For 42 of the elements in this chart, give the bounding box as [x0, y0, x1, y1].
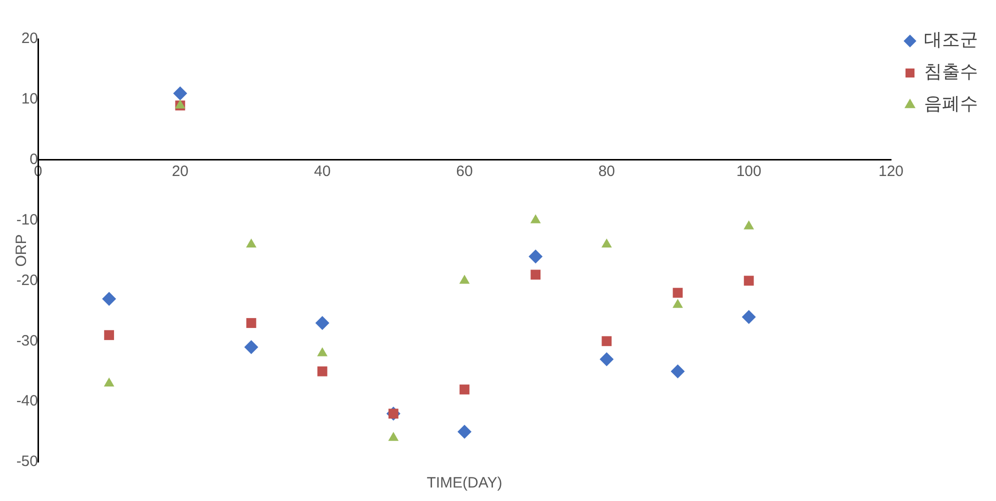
x-tick-label: 120	[878, 163, 904, 180]
x-axis-title: TIME(DAY)	[426, 474, 502, 492]
legend-label: 침출수	[924, 62, 978, 83]
point	[601, 238, 612, 248]
y-tick-label: -40	[16, 392, 38, 410]
point	[744, 276, 754, 286]
point	[102, 292, 116, 306]
point	[600, 352, 614, 366]
legend-label: 음폐수	[924, 94, 978, 115]
y-tick-label: 10	[21, 90, 38, 108]
point	[530, 270, 541, 280]
y-tick-label: -30	[16, 332, 38, 350]
point	[244, 340, 258, 354]
y-tick-label: -20	[16, 272, 38, 289]
point	[460, 384, 470, 394]
point	[317, 347, 328, 356]
x-tick-label: 60	[456, 163, 473, 180]
point	[458, 424, 472, 439]
x-tick-label: 20	[172, 163, 189, 180]
x-tick-label: 80	[598, 163, 616, 180]
point	[246, 238, 256, 248]
point	[246, 318, 256, 328]
point	[670, 364, 685, 378]
legend-label: 대조군	[924, 30, 978, 51]
point	[742, 310, 756, 324]
point	[530, 214, 541, 224]
point	[104, 330, 114, 340]
point	[459, 274, 470, 284]
y-tick-label: 20	[21, 30, 38, 48]
x-tick-label: 40	[314, 163, 331, 180]
point	[744, 220, 754, 230]
point	[317, 366, 328, 376]
point	[315, 316, 330, 330]
point	[672, 298, 683, 308]
point	[602, 336, 612, 346]
point	[528, 250, 543, 264]
x-tick-label: 100	[736, 163, 762, 180]
y-axis-title: ORP	[13, 234, 30, 267]
y-tick-label: -50	[16, 453, 38, 470]
y-tick-label: -10	[16, 211, 38, 228]
point	[173, 86, 188, 100]
point	[672, 288, 683, 298]
